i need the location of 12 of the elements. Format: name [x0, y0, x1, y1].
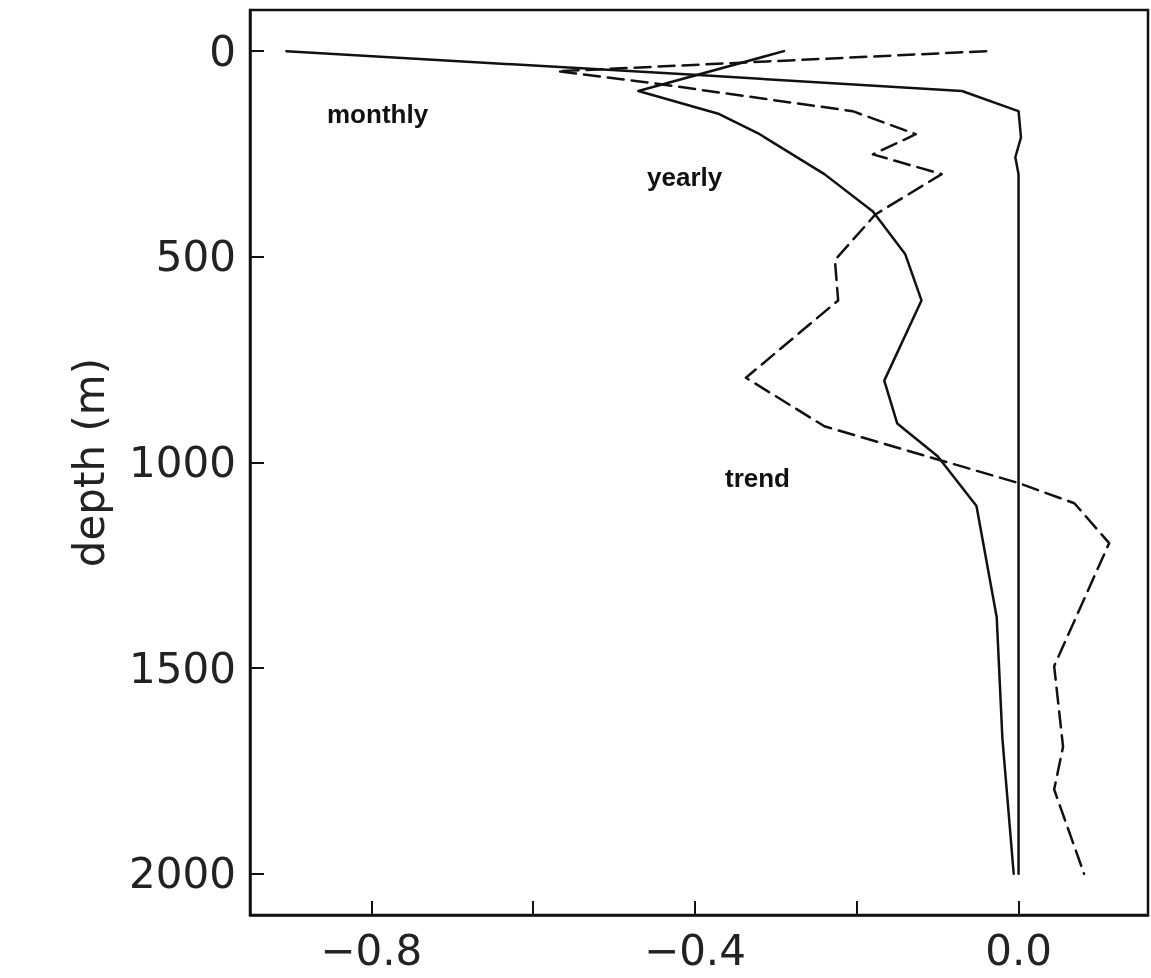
x-tick-label: −0.4 [643, 925, 746, 975]
series-label: yearly [647, 162, 723, 192]
y-axis-title: depth (m) [64, 357, 114, 568]
y-tick-label: 500 [155, 232, 236, 282]
y-tick-label: 1500 [129, 643, 236, 693]
x-tick-label: −0.8 [320, 925, 423, 975]
series-label: trend [725, 463, 790, 493]
y-tick-label: 2000 [129, 849, 236, 899]
y-tick-label: 1000 [129, 438, 236, 487]
x-tick-label: 0.0 [985, 925, 1052, 975]
series-label: monthly [327, 99, 429, 129]
y-tick-label: 0 [209, 26, 236, 76]
